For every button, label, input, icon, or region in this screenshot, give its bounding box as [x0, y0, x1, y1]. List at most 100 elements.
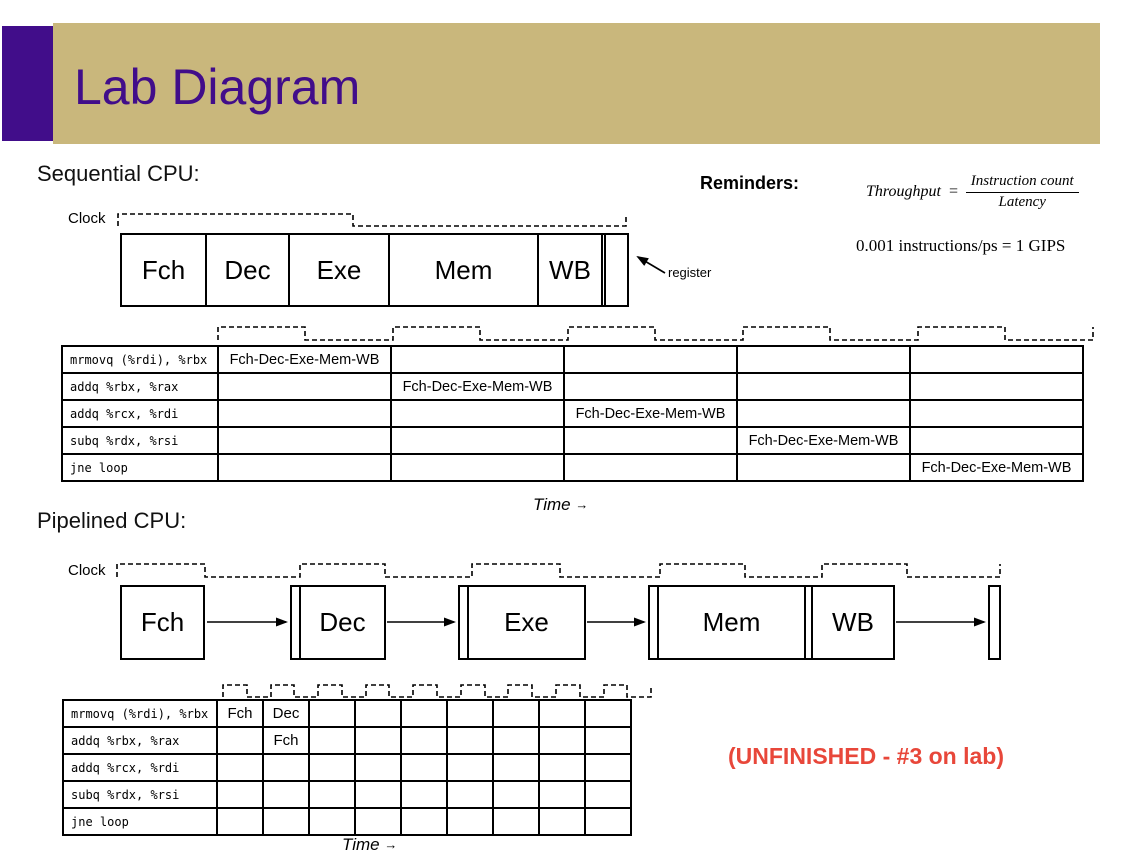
empty-cell: [400, 807, 448, 836]
empty-cell: [909, 399, 1084, 428]
page-title: Lab Diagram: [74, 59, 361, 115]
table-row: addq %rbx, %rax Fch-Dec-Exe-Mem-WB: [61, 372, 1084, 401]
empty-cell: [584, 726, 632, 755]
table-row: addq %rcx, %rdi Fch-Dec-Exe-Mem-WB: [61, 399, 1084, 428]
empty-cell: [492, 807, 540, 836]
empty-cell: [563, 453, 738, 482]
empty-cell: [262, 753, 310, 782]
time-text: Time: [342, 835, 380, 854]
empty-cell: [262, 807, 310, 836]
accent-block: [2, 26, 53, 141]
empty-cell: [446, 699, 494, 728]
pipeline-stages-cell: Fch-Dec-Exe-Mem-WB: [390, 372, 565, 401]
stage-box-mem: Mem: [388, 235, 537, 305]
pipelined-section-heading: Pipelined CPU:: [37, 508, 187, 533]
empty-cell: [909, 372, 1084, 401]
empty-cell: [446, 753, 494, 782]
stage-gap: [601, 235, 604, 305]
empty-cell: [492, 780, 540, 809]
pipeline-stage-mem-wb: Mem WB: [648, 585, 895, 660]
empty-cell: [538, 726, 586, 755]
pipeline-stage-fch: Fch: [120, 585, 205, 660]
empty-cell: [736, 345, 911, 374]
empty-cell: [492, 699, 540, 728]
stage-cell: Fch: [262, 726, 310, 755]
empty-cell: [217, 426, 392, 455]
sequential-clock-waveform: [117, 213, 627, 227]
empty-cell: [538, 780, 586, 809]
pipeline-stages-cell: Fch-Dec-Exe-Mem-WB: [563, 399, 738, 428]
empty-cell: [390, 345, 565, 374]
pipelined-clock-waveform: [116, 563, 1001, 578]
empty-cell: [736, 372, 911, 401]
pipeline-stage-exe: Exe: [458, 585, 586, 660]
empty-cell: [736, 399, 911, 428]
reminders-heading: Reminders:: [700, 173, 800, 193]
empty-cell: [538, 753, 586, 782]
pipeline-register-strip: [804, 587, 813, 658]
register-label: register: [668, 265, 712, 280]
empty-cell: [584, 753, 632, 782]
empty-cell: [563, 372, 738, 401]
empty-cell: [308, 726, 356, 755]
stage-box-wb: WB: [537, 235, 601, 305]
pipelined-time-label: Time →: [342, 835, 397, 855]
empty-cell: [446, 726, 494, 755]
empty-cell: [354, 726, 402, 755]
empty-cell: [262, 780, 310, 809]
empty-cell: [909, 426, 1084, 455]
instruction-label: addq %rcx, %rdi: [62, 753, 218, 782]
empty-cell: [584, 807, 632, 836]
stage-label: WB: [832, 607, 874, 637]
formula-denominator: Latency: [998, 193, 1046, 210]
instruction-label: subq %rdx, %rsi: [62, 780, 218, 809]
empty-cell: [308, 699, 356, 728]
empty-cell: [492, 753, 540, 782]
stage-box-exe: Exe: [288, 235, 388, 305]
empty-cell: [308, 753, 356, 782]
table-row: jne loop Fch-Dec-Exe-Mem-WB: [61, 453, 1084, 482]
pipelined-clock-label: Clock: [68, 562, 106, 579]
empty-cell: [354, 699, 402, 728]
sequential-pipeline-table: mrmovq (%rdi), %rbx Fch-Dec-Exe-Mem-WB a…: [61, 345, 1084, 482]
empty-cell: [538, 699, 586, 728]
empty-cell: [354, 807, 402, 836]
stage-box-dec: Dec: [205, 235, 288, 305]
empty-cell: [217, 372, 392, 401]
empty-cell: [584, 699, 632, 728]
formula-lhs: Throughput: [866, 182, 941, 200]
final-register-strip: [988, 585, 1001, 660]
empty-cell: [400, 780, 448, 809]
empty-cell: [446, 780, 494, 809]
time-text: Time: [533, 495, 571, 514]
sequential-table-clock-waveform: [217, 326, 1094, 341]
stage-label: Dec: [319, 607, 366, 637]
sequential-time-label: Time →: [533, 495, 588, 515]
table-row: mrmovq (%rdi), %rbx Fch-Dec-Exe-Mem-WB: [61, 345, 1084, 374]
right-arrow-icon: →: [384, 837, 398, 852]
instruction-label: mrmovq (%rdi), %rbx: [62, 699, 218, 728]
instruction-label: mrmovq (%rdi), %rbx: [61, 345, 219, 374]
formula-equals: =: [947, 182, 959, 200]
pipeline-stages-cell: Fch-Dec-Exe-Mem-WB: [217, 345, 392, 374]
pipeline-register-strip: [292, 587, 301, 658]
empty-cell: [584, 780, 632, 809]
empty-cell: [390, 453, 565, 482]
right-arrow-icon: →: [575, 497, 589, 512]
empty-cell: [216, 807, 264, 836]
formula-fraction: Instruction count Latency: [965, 172, 1079, 212]
instruction-label: addq %rbx, %rax: [62, 726, 218, 755]
empty-cell: [390, 426, 565, 455]
empty-cell: [400, 753, 448, 782]
table-row: subq %rdx, %rsi Fch-Dec-Exe-Mem-WB: [61, 426, 1084, 455]
empty-cell: [308, 780, 356, 809]
empty-cell: [308, 807, 356, 836]
stage-label: Fch: [140, 607, 185, 637]
instruction-label: jne loop: [62, 807, 218, 836]
table-row: jne loop: [62, 807, 632, 836]
empty-cell: [390, 399, 565, 428]
stage-cell: Dec: [262, 699, 310, 728]
empty-cell: [563, 426, 738, 455]
pipelined-table-clock-waveform: [222, 684, 652, 698]
